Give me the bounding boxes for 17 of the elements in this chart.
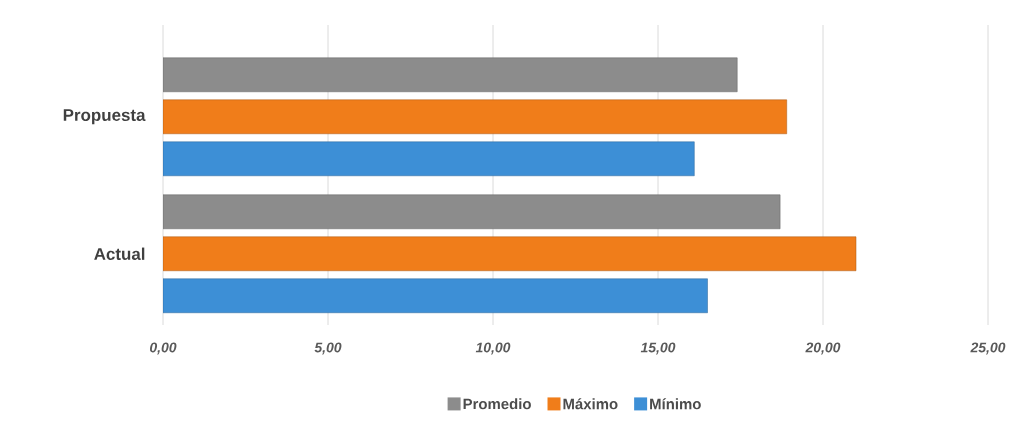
x-tick-label: 10,00 xyxy=(475,342,511,355)
x-tick-label: 0,00 xyxy=(150,342,177,355)
legend-label: Mínimo xyxy=(650,398,701,410)
x-tick-label: 5,00 xyxy=(314,342,342,355)
y-tick-label: Propuesta xyxy=(63,109,146,125)
bar xyxy=(163,194,781,230)
bar xyxy=(163,278,708,314)
x-tick-label: 20,00 xyxy=(805,342,841,355)
x-tick-label: 25,00 xyxy=(970,342,1006,355)
bar xyxy=(163,141,695,177)
bar xyxy=(163,236,857,272)
y-tick-label: Actual xyxy=(94,247,145,260)
legend-label: Máximo xyxy=(563,398,618,410)
x-tick-label: 15,00 xyxy=(640,342,676,355)
legend-label: Promedio xyxy=(463,398,531,410)
bar xyxy=(163,99,787,135)
bar xyxy=(163,57,738,93)
